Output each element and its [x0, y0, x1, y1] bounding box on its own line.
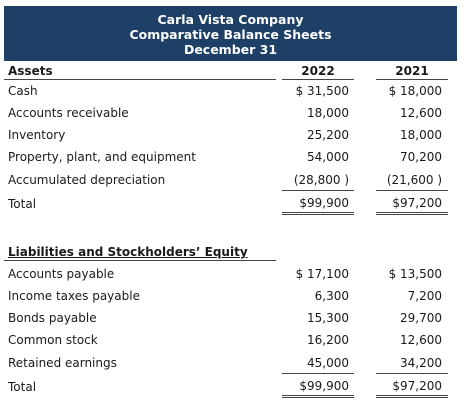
- asset-row-label: Inventory: [8, 128, 66, 142]
- liability-row-2021: 12,600: [400, 333, 442, 347]
- subtotal-rule-2021: [376, 190, 448, 191]
- asset-row-label: Accounts receivable: [8, 106, 129, 120]
- liability-row-label: Accounts payable: [8, 267, 115, 281]
- assets-total-2022: $99,900: [299, 196, 349, 210]
- year-2022-rule: [282, 79, 354, 80]
- subtotal-rule-2022: [282, 190, 354, 191]
- assets-total-2021: $97,200: [392, 196, 442, 210]
- year-2021-header: 2021: [395, 64, 429, 78]
- liability-row-2021: 34,200: [400, 356, 442, 370]
- asset-row-2021: 18,000: [400, 128, 442, 142]
- liabilities-heading-rule: [4, 260, 276, 261]
- subtotal-rule-2021: [376, 373, 448, 374]
- statement-title: Comparative Balance Sheets: [129, 27, 332, 42]
- company-name: Carla Vista Company: [157, 12, 304, 27]
- asset-row-2022: 25,200: [307, 128, 349, 142]
- assets-heading-rule: [4, 79, 276, 80]
- liabilities-heading: Liabilities and Stockholders’ Equity: [8, 245, 248, 259]
- statement-header: Carla Vista Company Comparative Balance …: [4, 6, 457, 61]
- year-2021-rule: [376, 79, 448, 80]
- liabilities-total-2021: $97,200: [392, 379, 442, 393]
- double-rule-2022: [282, 395, 354, 398]
- liability-row-label: Bonds payable: [8, 311, 97, 325]
- liability-row-2021: $ 13,500: [388, 267, 442, 281]
- liability-row-2022: 16,200: [307, 333, 349, 347]
- liabilities-total-2022: $99,900: [299, 379, 349, 393]
- liability-row-2022: 15,300: [307, 311, 349, 325]
- statement-date: December 31: [183, 42, 278, 57]
- asset-row-2022: (28,800 ): [293, 173, 349, 187]
- assets-heading: Assets: [8, 64, 53, 78]
- liability-row-label: Income taxes payable: [8, 289, 140, 303]
- double-rule-2021: [376, 212, 448, 215]
- asset-row-2021: 12,600: [400, 106, 442, 120]
- assets-total-label: Total: [8, 197, 37, 211]
- double-rule-2021: [376, 395, 448, 398]
- liability-row-label: Retained earnings: [8, 356, 117, 370]
- liability-row-2021: 29,700: [400, 311, 442, 325]
- asset-row-2021: 70,200: [400, 150, 442, 164]
- asset-row-2021: $ 18,000: [388, 84, 442, 98]
- asset-row-2022: 18,000: [307, 106, 349, 120]
- liability-row-2022: $ 17,100: [295, 267, 349, 281]
- asset-row-2021: (21,600 ): [386, 173, 442, 187]
- liability-row-2021: 7,200: [407, 289, 442, 303]
- liability-row-2022: 6,300: [314, 289, 349, 303]
- liabilities-total-label: Total: [8, 380, 37, 394]
- subtotal-rule-2022: [282, 373, 354, 374]
- liability-row-label: Common stock: [8, 333, 98, 347]
- asset-row-label: Property, plant, and equipment: [8, 150, 196, 164]
- asset-row-2022: $ 31,500: [295, 84, 349, 98]
- year-2022-header: 2022: [301, 64, 335, 78]
- asset-row-label: Cash: [8, 84, 38, 98]
- double-rule-2022: [282, 212, 354, 215]
- asset-row-2022: 54,000: [307, 150, 349, 164]
- liability-row-2022: 45,000: [307, 356, 349, 370]
- asset-row-label: Accumulated depreciation: [8, 173, 166, 187]
